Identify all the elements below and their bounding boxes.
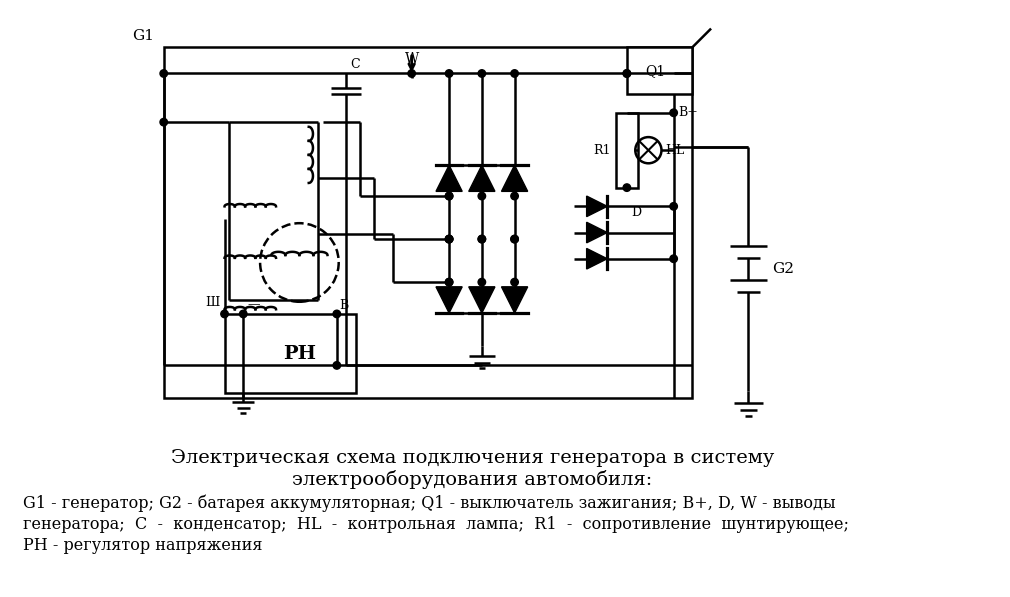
Text: B: B: [339, 299, 348, 312]
Circle shape: [445, 192, 452, 200]
Circle shape: [333, 362, 340, 369]
Circle shape: [445, 235, 452, 243]
Circle shape: [511, 235, 518, 243]
Circle shape: [670, 202, 678, 210]
Text: G1 - генератор; G2 - батарея аккумуляторная; Q1 - выключатель зажигания; B+, D, : G1 - генератор; G2 - батарея аккумулятор…: [23, 494, 836, 512]
Circle shape: [478, 235, 486, 243]
Text: Ш: Ш: [206, 296, 220, 309]
Circle shape: [670, 255, 678, 263]
Circle shape: [445, 278, 452, 286]
Polygon shape: [469, 287, 495, 313]
Circle shape: [623, 70, 630, 77]
Circle shape: [478, 70, 486, 77]
Circle shape: [239, 310, 247, 318]
Bar: [616, 113, 638, 187]
Circle shape: [160, 70, 168, 77]
Circle shape: [511, 192, 518, 200]
Circle shape: [478, 278, 486, 286]
Text: РН - регулятор напряжения: РН - регулятор напряжения: [23, 537, 263, 555]
Circle shape: [445, 192, 452, 200]
Bar: [627, 47, 693, 94]
Text: G2: G2: [772, 262, 794, 276]
Circle shape: [623, 184, 630, 192]
Text: РН: РН: [283, 344, 316, 363]
Circle shape: [445, 235, 452, 243]
Circle shape: [333, 310, 340, 318]
Text: C: C: [349, 58, 360, 70]
Circle shape: [478, 192, 486, 200]
Circle shape: [445, 70, 452, 77]
Circle shape: [160, 118, 168, 126]
Polygon shape: [502, 287, 527, 313]
Text: электрооборудования автомобиля:: электрооборудования автомобиля:: [292, 470, 652, 489]
Text: W: W: [405, 52, 419, 66]
Text: G1: G1: [132, 29, 155, 42]
Polygon shape: [502, 165, 527, 192]
Text: Q1: Q1: [644, 64, 665, 78]
Bar: [164, 47, 693, 398]
Circle shape: [511, 278, 518, 286]
Text: R1: R1: [594, 144, 611, 156]
Text: —: —: [247, 298, 261, 311]
Polygon shape: [587, 222, 607, 243]
Circle shape: [221, 310, 228, 318]
Circle shape: [511, 70, 518, 77]
Polygon shape: [436, 287, 463, 313]
Text: Электрическая схема подключения генератора в систему: Электрическая схема подключения генерато…: [171, 449, 775, 467]
Bar: [224, 314, 356, 393]
Text: B+: B+: [679, 106, 698, 119]
Polygon shape: [587, 248, 607, 269]
Polygon shape: [587, 196, 607, 217]
Polygon shape: [436, 165, 463, 192]
Text: HL: HL: [666, 144, 685, 156]
Circle shape: [445, 235, 452, 243]
Circle shape: [478, 235, 486, 243]
Circle shape: [670, 109, 678, 116]
Text: генератора;  С  -  конденсатор;  HL  -  контрольная  лампа;  R1  -  сопротивлени: генератора; С - конденсатор; HL - контро…: [23, 516, 849, 533]
Circle shape: [408, 70, 415, 77]
Circle shape: [445, 278, 452, 286]
Circle shape: [511, 235, 518, 243]
Polygon shape: [469, 165, 495, 192]
Text: D: D: [631, 207, 641, 219]
Circle shape: [623, 70, 630, 77]
